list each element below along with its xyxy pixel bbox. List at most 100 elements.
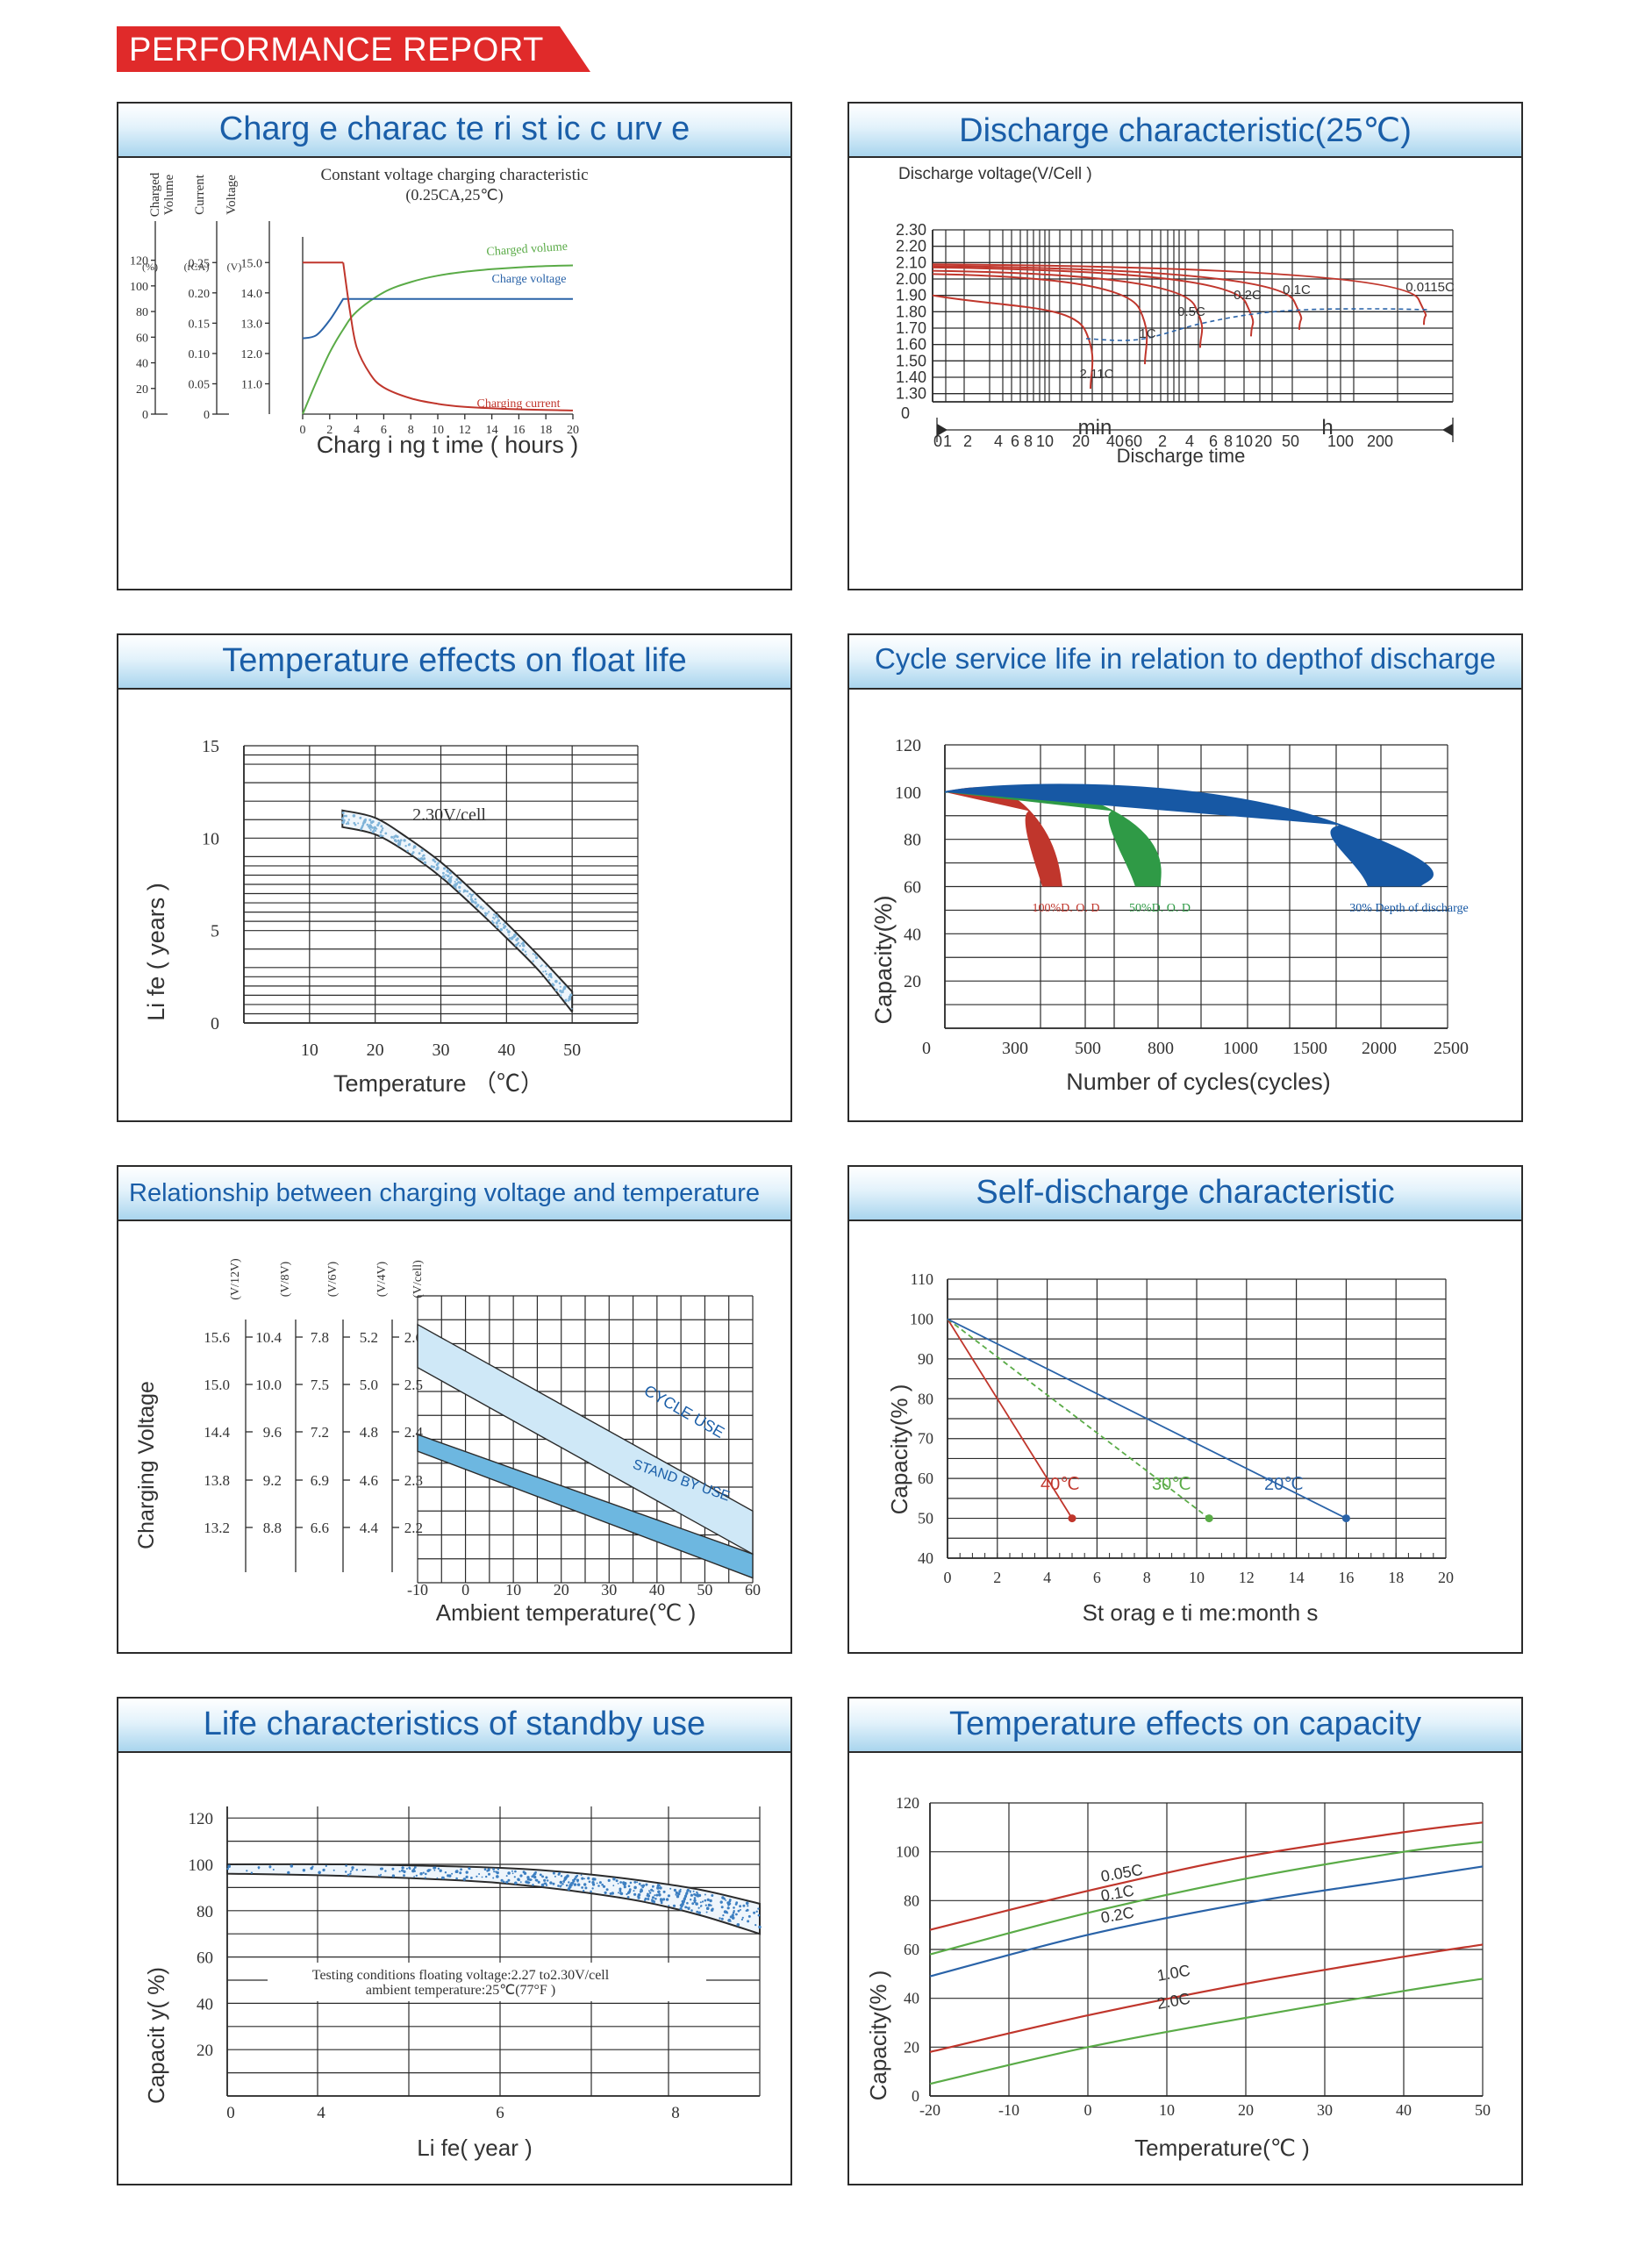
y-tick-label: 2.00 xyxy=(896,270,926,288)
float-life-speckle xyxy=(492,916,495,919)
standby-speckle xyxy=(628,1890,632,1893)
standby-speckle xyxy=(754,1924,757,1927)
x-tick-label-min: 2 xyxy=(963,433,972,450)
scale-tick-label: 8.8 xyxy=(263,1520,282,1536)
float-life-speckle xyxy=(550,976,553,979)
float-life-speckle xyxy=(397,842,399,845)
float-life-speckle xyxy=(569,996,571,998)
standby-speckle xyxy=(733,1910,735,1913)
scale-tick-label: 13.8 xyxy=(204,1472,230,1489)
x-tick-label: 14 xyxy=(1289,1569,1305,1586)
float-life-speckle xyxy=(458,881,462,884)
standby-speckle xyxy=(679,1888,682,1891)
x-tick-label: 50 xyxy=(697,1581,712,1599)
cycle-label-1: 50%D. O. D xyxy=(1129,902,1191,915)
axis-label-volume: Volume xyxy=(162,174,176,215)
standby-speckle xyxy=(505,1875,508,1878)
standby-speckle xyxy=(310,1866,313,1870)
x-tick-label: 40 xyxy=(649,1581,665,1599)
standby-speckle xyxy=(633,1885,637,1890)
standby-speckle xyxy=(465,1870,468,1874)
float-life-speckle xyxy=(496,925,499,928)
float-life-speckle xyxy=(452,884,454,887)
float-life-speckle xyxy=(342,816,345,819)
x-tick-label-h: 100 xyxy=(1327,433,1354,450)
standby-speckle xyxy=(511,1870,513,1872)
x-tick-label: 1000 xyxy=(1223,1039,1258,1058)
axis-unit: (V) xyxy=(227,261,242,273)
float-life-speckle xyxy=(563,986,566,989)
panel-header: Temperature effects on float life xyxy=(118,635,790,690)
standby-speckle xyxy=(590,1890,592,1893)
float-life-speckle xyxy=(534,954,537,956)
float-life-speckle xyxy=(554,988,558,991)
float-life-speckle xyxy=(396,835,399,839)
standby-speckle xyxy=(226,1867,229,1870)
float-life-speckle xyxy=(423,861,427,864)
standby-speckle xyxy=(696,1910,699,1913)
standby-speckle xyxy=(755,1910,758,1913)
standby-speckle xyxy=(543,1882,546,1885)
float-life-speckle xyxy=(568,997,571,1001)
y-tick-label: 2.10 xyxy=(896,254,926,271)
standby-speckle xyxy=(345,1864,347,1867)
standby-speckle xyxy=(380,1873,382,1876)
float-life-speckle xyxy=(406,849,409,853)
standby-speckle xyxy=(617,1883,619,1885)
float-life-speckle xyxy=(520,942,523,945)
panel-self-discharge: Self-discharge characteristic 0 2 4 6 8 10 12 1… xyxy=(847,1165,1523,1654)
standby-speckle xyxy=(687,1888,690,1892)
x-tick-label: 2 xyxy=(326,424,333,437)
float-life-speckle xyxy=(484,914,487,917)
y-tick-label: 80 xyxy=(904,1892,919,1909)
float-life-speckle xyxy=(493,913,496,916)
panel-title: Cycle service life in relation to deptho… xyxy=(874,642,1497,675)
standby-speckle xyxy=(619,1887,622,1891)
y-axis-title: Capacity(%) xyxy=(870,895,897,1024)
standby-speckle xyxy=(559,1880,562,1885)
standby-speckle xyxy=(654,1897,657,1900)
y-tick-label: 20 xyxy=(904,2038,919,2056)
standby-speckle xyxy=(746,1908,749,1912)
float-life-speckle xyxy=(412,845,417,848)
x-tick-label: 4 xyxy=(1043,1569,1051,1586)
standby-speckle xyxy=(633,1881,637,1884)
standby-speckle xyxy=(560,1885,562,1887)
standby-speckle xyxy=(462,1878,466,1881)
panel-title: Temperature effects on capacity xyxy=(949,1706,1421,1742)
float-life-speckle xyxy=(357,822,360,825)
x-tick-label-h: 200 xyxy=(1367,433,1393,450)
panel-header: Life characteristics of standby use xyxy=(118,1699,790,1753)
series-charging-current xyxy=(342,262,574,411)
standby-speckle xyxy=(619,1889,622,1892)
y-tick-label: 100 xyxy=(910,1310,933,1327)
x-tick-label: 0 xyxy=(1084,2101,1092,2119)
standby-speckle xyxy=(455,1877,458,1880)
standby-speckle xyxy=(268,1865,272,1869)
standby-speckle xyxy=(573,1878,576,1881)
standby-speckle xyxy=(605,1888,609,1892)
self-discharge-line-0 xyxy=(947,1318,1073,1520)
axis-label-voltage: Voltage xyxy=(225,175,239,215)
float-life-speckle xyxy=(382,827,384,830)
standby-speckle xyxy=(677,1892,681,1896)
standby-speckle xyxy=(507,1871,511,1875)
float-life-speckle xyxy=(446,869,449,872)
standby-speckle xyxy=(684,1906,687,1909)
float-life-speckle xyxy=(479,905,483,909)
y-tick-label: 60 xyxy=(904,1941,919,1958)
standby-speckle xyxy=(721,1896,725,1899)
float-life-speckle xyxy=(400,839,403,841)
float-life-speckle xyxy=(382,834,384,837)
x-tick-label-min: 0 xyxy=(933,433,942,450)
float-life-speckle xyxy=(368,819,372,822)
x-tick-label: 60 xyxy=(745,1581,761,1599)
float-life-speckle xyxy=(455,878,459,881)
standby-speckle xyxy=(728,1899,732,1901)
scale-unit: (V/cell) xyxy=(411,1260,425,1298)
standby-speckle xyxy=(561,1883,564,1885)
y-tick-label: 1.30 xyxy=(896,385,926,403)
standby-speckle xyxy=(747,1914,751,1918)
curve-label-0.05C: 0.05C xyxy=(1099,1861,1144,1885)
standby-speckle xyxy=(609,1892,612,1895)
